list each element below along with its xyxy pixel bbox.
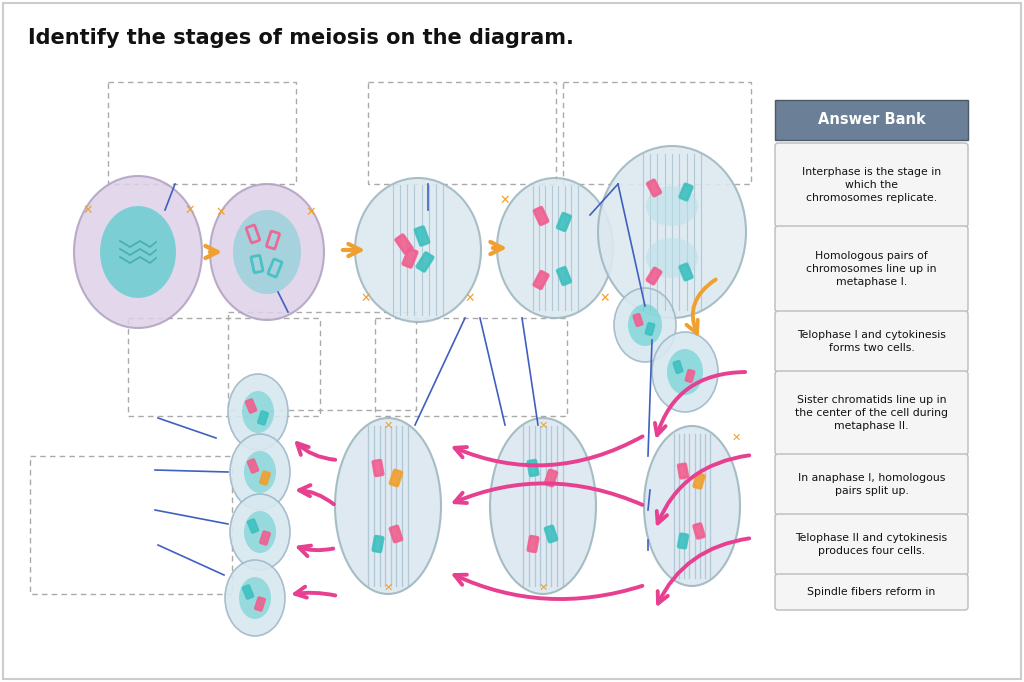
Ellipse shape	[230, 494, 290, 570]
Ellipse shape	[628, 304, 662, 346]
Text: ✕: ✕	[731, 433, 740, 443]
FancyBboxPatch shape	[647, 268, 662, 284]
Bar	[30, 456, 232, 594]
Text: In anaphase I, homologous
pairs split up.: In anaphase I, homologous pairs split up…	[798, 473, 945, 496]
Text: Identify the stages of meiosis on the diagram.: Identify the stages of meiosis on the di…	[28, 28, 573, 48]
FancyBboxPatch shape	[373, 460, 383, 476]
Ellipse shape	[244, 511, 276, 553]
FancyBboxPatch shape	[260, 531, 270, 545]
Ellipse shape	[667, 349, 703, 395]
FancyBboxPatch shape	[775, 371, 968, 455]
FancyBboxPatch shape	[395, 235, 413, 254]
Text: ✕: ✕	[306, 205, 316, 218]
FancyBboxPatch shape	[527, 536, 539, 552]
FancyBboxPatch shape	[390, 526, 402, 542]
Text: ✕: ✕	[360, 291, 372, 304]
FancyBboxPatch shape	[417, 252, 433, 271]
Ellipse shape	[646, 238, 698, 278]
FancyBboxPatch shape	[775, 454, 968, 515]
Text: ✕: ✕	[383, 421, 392, 431]
Text: ✕: ✕	[184, 203, 196, 216]
Ellipse shape	[239, 577, 271, 619]
Ellipse shape	[646, 186, 698, 226]
Bar	[375, 318, 567, 416]
Ellipse shape	[614, 288, 676, 362]
FancyBboxPatch shape	[243, 585, 254, 599]
FancyBboxPatch shape	[775, 226, 968, 312]
FancyBboxPatch shape	[534, 271, 549, 289]
Text: Answer Bank: Answer Bank	[817, 113, 926, 128]
FancyBboxPatch shape	[255, 597, 265, 611]
Ellipse shape	[497, 178, 613, 318]
Text: ✕: ✕	[600, 291, 610, 304]
FancyBboxPatch shape	[680, 264, 692, 280]
FancyBboxPatch shape	[633, 314, 643, 326]
Text: ✕: ✕	[383, 583, 392, 593]
FancyBboxPatch shape	[775, 514, 968, 575]
Text: ✕: ✕	[465, 291, 475, 304]
Ellipse shape	[598, 146, 746, 318]
FancyBboxPatch shape	[402, 248, 418, 267]
Ellipse shape	[100, 206, 176, 298]
Bar	[775, 100, 968, 140]
FancyBboxPatch shape	[647, 180, 660, 196]
Text: Telophase II and cytokinesis
produces four cells.: Telophase II and cytokinesis produces fo…	[796, 533, 947, 556]
Bar	[228, 312, 416, 410]
FancyBboxPatch shape	[373, 536, 383, 552]
FancyBboxPatch shape	[775, 143, 968, 227]
FancyBboxPatch shape	[246, 399, 256, 413]
FancyBboxPatch shape	[680, 183, 692, 201]
Text: ✕: ✕	[539, 583, 548, 593]
Bar	[563, 82, 751, 184]
Text: Sister chromatids line up in
the center of the cell during
metaphase II.: Sister chromatids line up in the center …	[795, 395, 948, 431]
Bar	[128, 318, 319, 416]
FancyBboxPatch shape	[415, 226, 429, 246]
Text: Telophase I and cytokinesis
forms two cells.: Telophase I and cytokinesis forms two ce…	[797, 330, 946, 353]
FancyBboxPatch shape	[390, 470, 402, 486]
Ellipse shape	[355, 178, 481, 322]
FancyBboxPatch shape	[258, 411, 268, 425]
Text: ✕: ✕	[539, 421, 548, 431]
FancyBboxPatch shape	[673, 361, 683, 373]
Ellipse shape	[652, 332, 718, 412]
Text: ✕: ✕	[83, 203, 93, 216]
Ellipse shape	[335, 418, 441, 594]
FancyBboxPatch shape	[775, 574, 968, 610]
FancyBboxPatch shape	[678, 464, 688, 478]
Text: Interphase is the stage in
which the
chromosomes replicate.: Interphase is the stage in which the chr…	[802, 167, 941, 203]
Bar	[368, 82, 556, 184]
Text: Spindle fibers reform in: Spindle fibers reform in	[807, 587, 936, 597]
FancyBboxPatch shape	[527, 460, 539, 476]
Text: Homologous pairs of
chromosomes line up in
metaphase I.: Homologous pairs of chromosomes line up …	[806, 251, 937, 287]
Ellipse shape	[228, 374, 288, 450]
FancyBboxPatch shape	[645, 323, 654, 336]
FancyBboxPatch shape	[685, 370, 694, 382]
FancyBboxPatch shape	[678, 533, 688, 548]
Ellipse shape	[244, 451, 276, 493]
Ellipse shape	[225, 560, 285, 636]
FancyBboxPatch shape	[248, 459, 258, 473]
FancyBboxPatch shape	[557, 267, 571, 285]
FancyBboxPatch shape	[260, 471, 270, 485]
FancyBboxPatch shape	[693, 524, 705, 539]
Ellipse shape	[242, 391, 274, 433]
Ellipse shape	[230, 434, 290, 510]
Text: ✕: ✕	[216, 205, 226, 218]
FancyBboxPatch shape	[248, 519, 258, 533]
Ellipse shape	[210, 184, 324, 320]
FancyBboxPatch shape	[534, 207, 548, 225]
Ellipse shape	[644, 426, 740, 586]
Bar	[108, 82, 296, 184]
Ellipse shape	[74, 176, 202, 328]
Ellipse shape	[490, 418, 596, 594]
FancyBboxPatch shape	[693, 473, 705, 488]
Ellipse shape	[233, 210, 301, 294]
FancyBboxPatch shape	[557, 213, 571, 231]
Text: ✕: ✕	[500, 194, 510, 207]
FancyBboxPatch shape	[545, 526, 557, 542]
FancyBboxPatch shape	[545, 470, 557, 486]
FancyBboxPatch shape	[775, 311, 968, 372]
